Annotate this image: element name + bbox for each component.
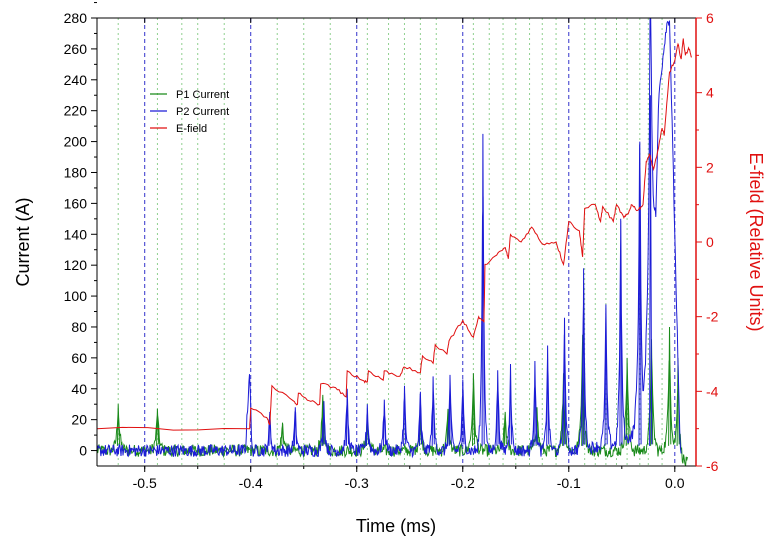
x-tick-label: -0.5 <box>133 475 157 491</box>
y-tick-label: 0 <box>79 443 87 459</box>
y-tick-label: 80 <box>71 319 87 335</box>
y-tick-label: 220 <box>64 103 88 119</box>
legend-label-p2: P2 Current <box>176 106 229 118</box>
legend-label-p1: P1 Current <box>176 89 229 101</box>
y-tick-label: 180 <box>64 164 88 180</box>
x-tick-label: -0.2 <box>451 475 475 491</box>
y-axis-title: Current (A) <box>13 197 33 286</box>
y-tick-label: 60 <box>71 350 87 366</box>
series-line-efield <box>96 38 693 431</box>
y-tick-label: 240 <box>64 72 88 88</box>
x-axis-title: Time (ms) <box>356 516 436 536</box>
y2-tick-label: -6 <box>706 458 719 474</box>
y-tick-label: 280 <box>64 10 88 26</box>
series-layer <box>96 17 693 467</box>
x-tick-label: -0.3 <box>345 475 369 491</box>
y2-tick-label: 0 <box>706 234 714 250</box>
tick-layer: -0.5 -0.4 -0.3 -0.2 -0.1 0.002040608010012014… <box>64 2 719 491</box>
y-tick-label: 140 <box>64 226 88 242</box>
y2-tick-label: 2 <box>706 159 714 175</box>
legend-item-efield: E-field <box>150 123 207 135</box>
y-tick-label: 100 <box>64 288 88 304</box>
y-tick-label: 40 <box>71 381 87 397</box>
x-tick-label: 0.0 <box>665 475 685 491</box>
y-tick-label: 200 <box>64 134 88 150</box>
legend-item-p1: P1 Current <box>150 89 229 101</box>
series-line-p1 <box>96 326 688 467</box>
y-tick-label: 160 <box>64 195 88 211</box>
series-line-p2 <box>96 17 682 459</box>
y2-axis-title: E-field (Relative Units) <box>746 152 766 331</box>
y-tick-label: 260 <box>64 41 88 57</box>
y2-tick-label: -4 <box>706 383 719 399</box>
legend-label-efield: E-field <box>176 123 207 135</box>
legend-item-p2: P2 Current <box>150 106 229 118</box>
marker-lines <box>117 18 676 466</box>
y-tick-label: 120 <box>64 257 88 273</box>
legend: P1 Current P2 Current E-field <box>150 89 229 135</box>
x-tick-label: -0.4 <box>239 475 263 491</box>
y2-tick-label: -2 <box>706 309 719 325</box>
x-tick-label: -0.1 <box>557 475 581 491</box>
y-tick-label: 20 <box>71 412 87 428</box>
y2-tick-label: 6 <box>706 10 714 26</box>
y2-tick-label: 4 <box>706 85 714 101</box>
